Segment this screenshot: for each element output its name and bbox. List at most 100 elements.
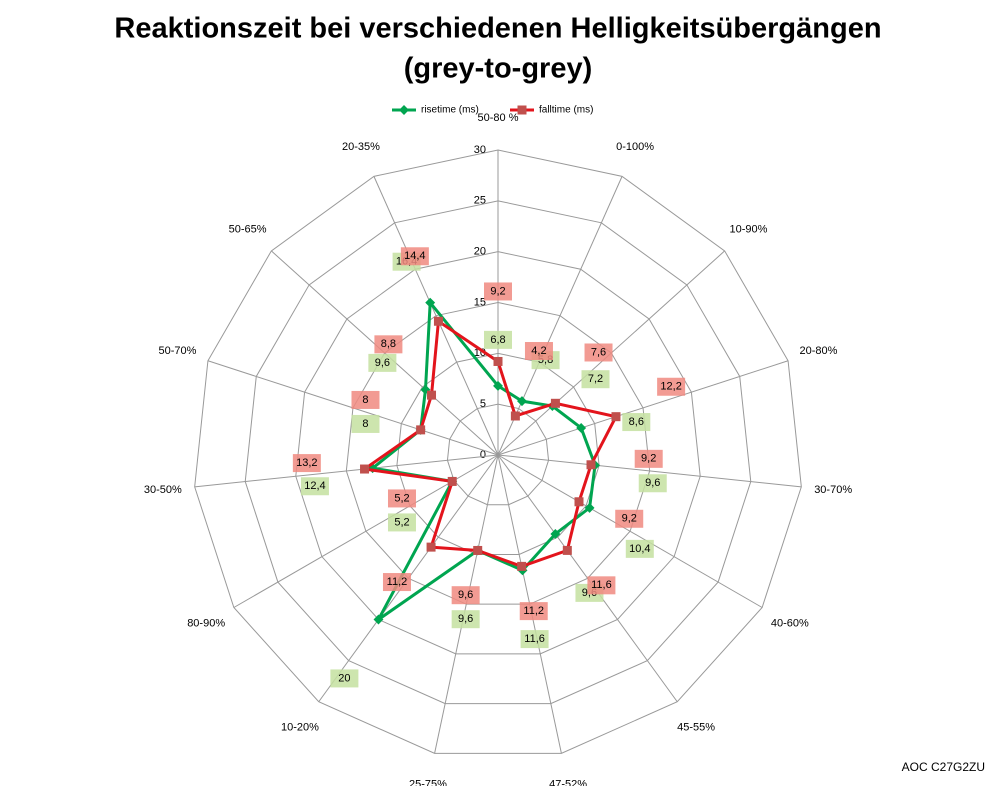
data-label-bg — [581, 370, 610, 389]
data-label: 13,2 — [296, 457, 317, 469]
data-label-bg — [451, 610, 480, 629]
data-label-bg — [374, 335, 403, 354]
data-label-bg — [625, 539, 654, 558]
category-label: 25-75% — [409, 779, 447, 786]
category-label: 10-90% — [729, 223, 767, 235]
data-label-bg — [387, 489, 416, 508]
grid-ring — [446, 403, 550, 506]
point-marker — [427, 390, 437, 400]
point-marker — [426, 542, 436, 552]
data-label-bg — [300, 477, 329, 496]
point-marker — [611, 412, 621, 422]
data-label: 8 — [362, 394, 368, 406]
axis-spoke — [373, 176, 499, 456]
category-label: 30-70% — [814, 484, 852, 496]
point-marker — [493, 380, 503, 391]
note: AOC C27G2ZU — [902, 760, 985, 774]
data-label: 11,2 — [387, 576, 408, 588]
data-label-bg — [368, 353, 397, 372]
category-label: 50-80 % — [478, 112, 519, 124]
data-label-bg — [382, 573, 411, 592]
point-marker — [576, 423, 587, 433]
point-marker — [510, 411, 520, 421]
category-label: 20-35% — [342, 141, 380, 153]
data-label: 9,6 — [375, 357, 390, 369]
data-label-bg — [292, 454, 321, 473]
category-label: 50-65% — [229, 223, 267, 235]
axis-spoke — [194, 454, 499, 488]
data-label-bg — [622, 413, 651, 432]
data-label-bg — [584, 343, 613, 362]
data-label: 9,2 — [622, 513, 637, 525]
grid-ring — [194, 149, 802, 754]
data-label-bg — [451, 586, 480, 605]
data-label-bg — [484, 282, 512, 301]
point-marker — [447, 476, 457, 486]
legend-label: risetime (ms) — [421, 105, 479, 116]
category-label: 80-90% — [187, 617, 225, 629]
data-label: 8 — [362, 418, 368, 430]
category-label: 10-20% — [281, 722, 319, 734]
data-label: 9,6 — [458, 589, 473, 601]
axis-spoke — [497, 454, 763, 608]
series-line — [360, 318, 619, 568]
data-label-bg — [400, 247, 429, 266]
data-label: 9,6 — [645, 477, 660, 489]
legend-label: falltime (ms) — [539, 105, 593, 116]
category-label: 0-100% — [616, 141, 654, 153]
r-tick-label: 25 — [474, 195, 486, 207]
point-marker — [584, 502, 595, 513]
legend-marker — [399, 105, 409, 115]
category-label: 40-60% — [771, 617, 809, 629]
point-marker — [433, 316, 443, 326]
point-marker — [550, 398, 560, 408]
category-label: 47-52% — [549, 779, 587, 786]
data-label: 8,6 — [629, 416, 644, 428]
data-label-bg — [657, 377, 686, 396]
category-label: 30-50% — [144, 484, 182, 496]
grid-ring — [345, 301, 651, 605]
data-label-bg — [524, 342, 553, 361]
data-label-bg — [519, 602, 548, 621]
grid-ring — [396, 352, 600, 555]
data-label: 7,2 — [588, 373, 603, 385]
data-label: 12,2 — [660, 381, 681, 393]
data-label-bg — [330, 669, 359, 688]
point-marker — [373, 614, 384, 625]
data-label: 5,2 — [394, 492, 409, 504]
axis-spoke — [497, 454, 802, 488]
r-tick-label: 0 — [480, 449, 486, 461]
data-label-bg — [638, 474, 667, 493]
data-label: 6,8 — [490, 334, 505, 346]
data-label: 10,4 — [629, 543, 650, 555]
data-label: 7,6 — [591, 346, 606, 358]
point-marker — [493, 356, 503, 366]
point-marker — [517, 561, 527, 571]
point-marker — [517, 396, 527, 407]
category-label: 45-55% — [677, 722, 715, 734]
data-label-bg — [520, 630, 549, 649]
data-label: 11,6 — [591, 579, 612, 591]
chart-subtitle: (grey-to-grey) — [404, 53, 593, 85]
grid-ring — [295, 251, 701, 655]
point-marker — [550, 529, 561, 539]
data-label-bg — [615, 509, 644, 528]
data-label: 4,2 — [531, 345, 546, 357]
point-marker — [425, 297, 436, 308]
data-label: 20 — [338, 672, 350, 684]
r-tick-label: 30 — [474, 144, 486, 156]
data-label-bg — [387, 513, 416, 532]
series-line — [369, 298, 597, 621]
data-label: 11,6 — [524, 633, 545, 645]
category-label: 50-70% — [159, 345, 197, 357]
r-tick-label: 20 — [474, 246, 486, 258]
data-label-bg — [351, 414, 380, 433]
r-tick-label: 15 — [474, 296, 486, 308]
data-label-bg — [634, 449, 663, 468]
data-label: 9,6 — [458, 613, 473, 625]
point-marker — [416, 425, 426, 435]
data-label: 9,2 — [641, 453, 656, 465]
data-label: 12,4 — [304, 480, 325, 492]
grid-ring — [244, 200, 752, 705]
data-label-bg — [351, 390, 380, 409]
